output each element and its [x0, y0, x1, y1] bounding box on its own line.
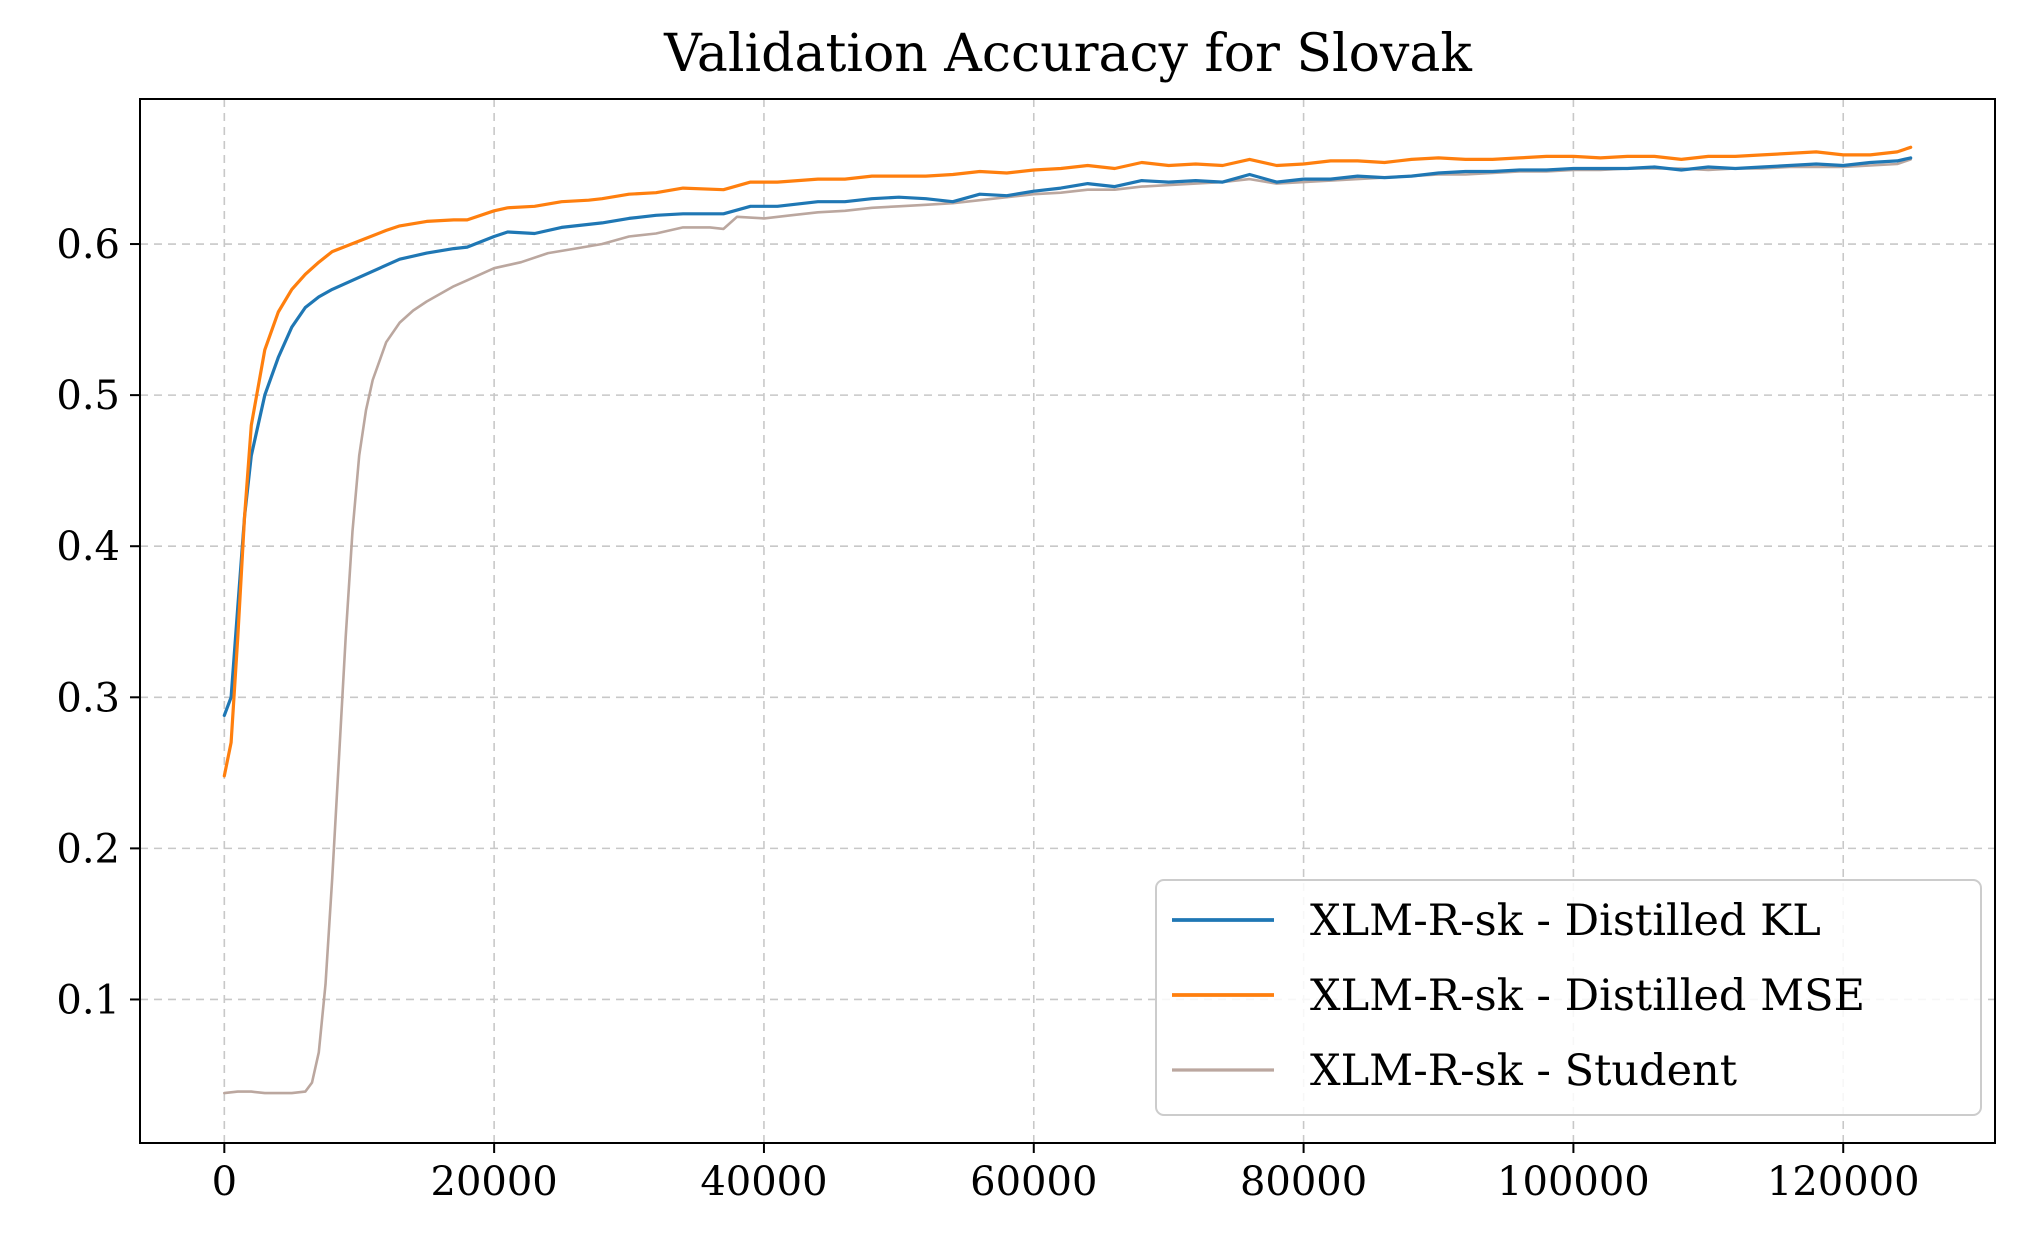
axis-ticks: 0 20000 40000 60000 80000 100000 120000 0.1 0.2 0… [56, 222, 1919, 1205]
x-tick-label: 60000 [970, 1159, 1097, 1205]
y-tick-label: 0.2 [56, 826, 120, 872]
legend-label-1: XLM-R-sk - Distilled KL [1310, 896, 1821, 946]
x-tick-label: 40000 [700, 1159, 827, 1205]
legend-label-2: XLM-R-sk - Distilled MSE [1310, 971, 1865, 1021]
x-tick-label: 20000 [431, 1159, 558, 1205]
x-tick-label: 0 [212, 1159, 237, 1205]
x-tick-label: 120000 [1767, 1159, 1920, 1205]
y-tick-label: 0.4 [56, 524, 120, 570]
grid-lines [140, 99, 1995, 1143]
x-tick-label: 100000 [1497, 1159, 1650, 1205]
plot-area [222, 145, 1913, 1095]
legend-label-3: XLM-R-sk - Student [1310, 1046, 1737, 1096]
y-tick-label: 0.3 [56, 675, 120, 721]
chart-title: Validation Accuracy for Slovak [663, 24, 1472, 84]
series-line-1 [222, 156, 1913, 718]
y-tick-label: 0.6 [56, 222, 120, 268]
axes-frame [139, 98, 1996, 1144]
legend-box [1155, 879, 1982, 1116]
legend: XLM-R-sk - Distilled KL XLM-R-sk - Distil… [1155, 879, 1982, 1116]
y-tick-label: 0.5 [56, 373, 120, 419]
x-tick-label: 80000 [1240, 1159, 1367, 1205]
series-line-2 [222, 145, 1913, 778]
y-tick-label: 0.1 [56, 977, 120, 1023]
